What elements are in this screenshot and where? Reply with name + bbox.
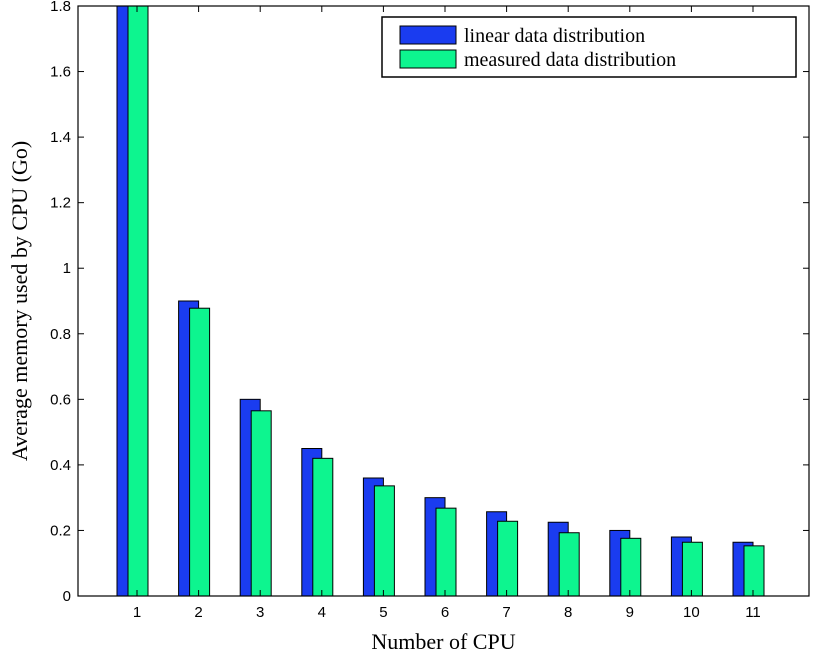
plot-frame xyxy=(77,5,810,597)
bar-measured-cpu-7 xyxy=(497,520,519,597)
x-tick-label: 5 xyxy=(379,604,387,621)
bar-measured-cpu-3 xyxy=(250,410,272,597)
bar-measured-cpu-1 xyxy=(127,5,149,597)
y-tick-label: 1.4 xyxy=(50,129,71,146)
y-tick-label: 0.8 xyxy=(50,326,71,343)
bar-measured-cpu-11 xyxy=(743,545,765,597)
x-axis-title: Number of CPU xyxy=(371,629,515,654)
bar-measured-cpu-6 xyxy=(435,507,457,597)
bar-measured-cpu-4 xyxy=(312,457,334,597)
y-tick-label: 1.6 xyxy=(50,64,71,81)
x-tick-label: 2 xyxy=(194,604,202,621)
y-tick-label: 0.4 xyxy=(50,457,71,474)
y-tick-label: 1.8 xyxy=(50,0,71,15)
legend-swatch-linear xyxy=(399,25,457,45)
bar-measured-cpu-9 xyxy=(620,537,642,597)
legend-label-measured: measured data distribution xyxy=(464,49,676,71)
x-tick-label: 10 xyxy=(683,604,700,621)
bar-measured-cpu-8 xyxy=(558,532,580,597)
x-tick-label: 7 xyxy=(502,604,510,621)
y-tick-label: 0 xyxy=(63,588,71,605)
y-tick-label: 1 xyxy=(63,260,71,277)
x-tick-label: 3 xyxy=(256,604,264,621)
x-tick-label: 4 xyxy=(318,604,326,621)
bars-layer xyxy=(116,5,765,597)
x-tick-label: 1 xyxy=(133,604,141,621)
legend-swatch-measured xyxy=(399,49,457,69)
ticks-layer: 1 2 3 4 5 6 7 8 9 10 11 0 0.2 0.4 0.6 0.8 1 1.2 1.4 1.6 1.8 xyxy=(50,0,809,621)
x-tick-label: 6 xyxy=(441,604,449,621)
legend: linear data distribution measured data d… xyxy=(381,16,797,78)
y-axis-title: Average memory used by CPU (Go) xyxy=(7,141,32,461)
x-tick-label: 8 xyxy=(564,604,572,621)
bar-measured-cpu-2 xyxy=(189,307,211,597)
y-tick-label: 0.6 xyxy=(50,391,71,408)
bar-measured-cpu-5 xyxy=(373,485,395,597)
y-tick-label: 0.2 xyxy=(50,522,71,539)
legend-label-linear: linear data distribution xyxy=(464,25,645,47)
y-tick-label: 1.2 xyxy=(50,195,71,212)
bar-measured-cpu-10 xyxy=(681,541,703,597)
x-tick-label: 11 xyxy=(745,604,761,621)
x-tick-label: 9 xyxy=(626,604,634,621)
